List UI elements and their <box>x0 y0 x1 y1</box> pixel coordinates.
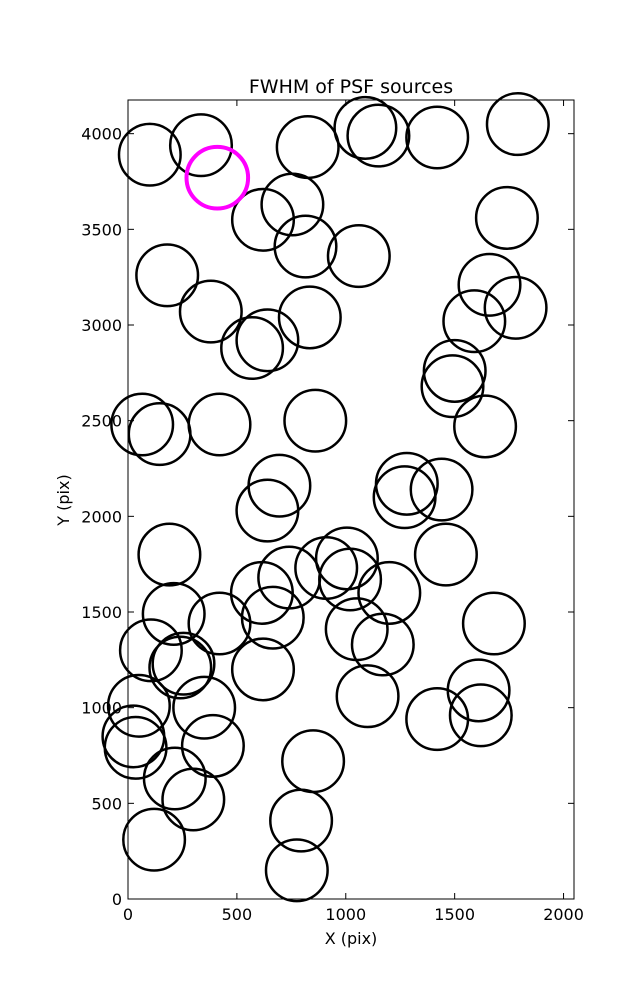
source-marker <box>142 746 207 811</box>
highlighted-source-marker <box>184 144 251 211</box>
y-tick-label: 2000 <box>81 507 122 526</box>
plot-frame <box>127 99 575 900</box>
source-marker <box>326 224 391 289</box>
source-marker <box>453 394 518 459</box>
marker-layer <box>101 92 550 903</box>
source-marker <box>346 103 411 168</box>
source-marker <box>151 631 216 696</box>
y-tick-label: 3500 <box>81 220 122 239</box>
source-marker <box>405 105 470 170</box>
source-marker <box>247 453 312 518</box>
source-marker <box>117 122 182 187</box>
x-tick-label: 500 <box>222 905 253 924</box>
source-marker <box>118 618 183 683</box>
y-tick-label: 1000 <box>81 699 122 718</box>
source-marker <box>235 308 300 373</box>
source-marker <box>350 612 415 677</box>
y-tick-label: 0 <box>112 890 122 909</box>
source-marker <box>135 243 200 308</box>
source-marker <box>457 252 522 317</box>
source-marker <box>220 315 285 381</box>
source-marker <box>483 275 548 340</box>
source-marker <box>141 581 206 646</box>
source-marker <box>148 635 213 700</box>
source-marker <box>106 673 171 738</box>
source-marker <box>277 285 342 350</box>
source-marker <box>230 187 296 252</box>
source-marker <box>294 535 359 601</box>
source-marker <box>275 115 340 180</box>
source-marker <box>187 392 252 457</box>
source-marker <box>122 807 187 872</box>
x-tick-label: 2000 <box>543 905 584 924</box>
source-marker <box>187 591 252 656</box>
y-tick-label: 2500 <box>81 412 122 431</box>
source-marker <box>442 289 507 354</box>
chart-title: FWHM of PSF sources <box>249 76 453 98</box>
source-marker <box>422 338 487 403</box>
source-marker <box>474 185 539 250</box>
x-axis: 0 500 1000 1500 2000 <box>123 100 584 924</box>
y-axis-label: Y (pix) <box>54 474 73 526</box>
source-marker <box>264 838 329 903</box>
x-axis-label: X (pix) <box>325 929 378 948</box>
source-marker <box>269 788 334 853</box>
source-marker <box>273 214 338 279</box>
source-marker <box>240 585 305 650</box>
source-marker <box>485 92 550 157</box>
source-marker <box>413 522 478 587</box>
source-marker <box>235 478 300 543</box>
x-tick-label: 0 <box>123 905 133 924</box>
source-marker <box>283 388 348 453</box>
source-marker <box>168 113 234 178</box>
source-marker <box>357 560 422 625</box>
source-marker <box>172 675 237 740</box>
x-tick-label: 1000 <box>325 905 366 924</box>
source-marker <box>335 664 400 729</box>
source-marker <box>137 522 202 587</box>
y-tick-label: 3000 <box>81 316 122 335</box>
source-marker <box>405 687 470 752</box>
source-marker <box>448 683 513 748</box>
y-tick-label: 500 <box>91 794 122 813</box>
source-marker <box>161 767 226 832</box>
source-marker <box>420 354 485 419</box>
source-marker <box>178 279 243 344</box>
y-tick-label: 1500 <box>81 603 122 622</box>
source-marker <box>230 637 296 702</box>
source-marker <box>260 172 325 237</box>
y-axis: 0 500 1000 1500 2000 2500 3000 3500 4000 <box>81 125 574 909</box>
source-marker <box>333 95 398 160</box>
x-tick-label: 1500 <box>434 905 475 924</box>
source-marker <box>281 729 346 794</box>
source-marker <box>110 392 175 457</box>
source-marker <box>372 465 437 530</box>
source-marker <box>127 402 192 467</box>
source-marker <box>103 715 168 780</box>
y-tick-label: 4000 <box>81 125 122 144</box>
source-marker <box>409 457 474 522</box>
source-marker <box>461 591 526 656</box>
source-marker <box>180 713 245 778</box>
